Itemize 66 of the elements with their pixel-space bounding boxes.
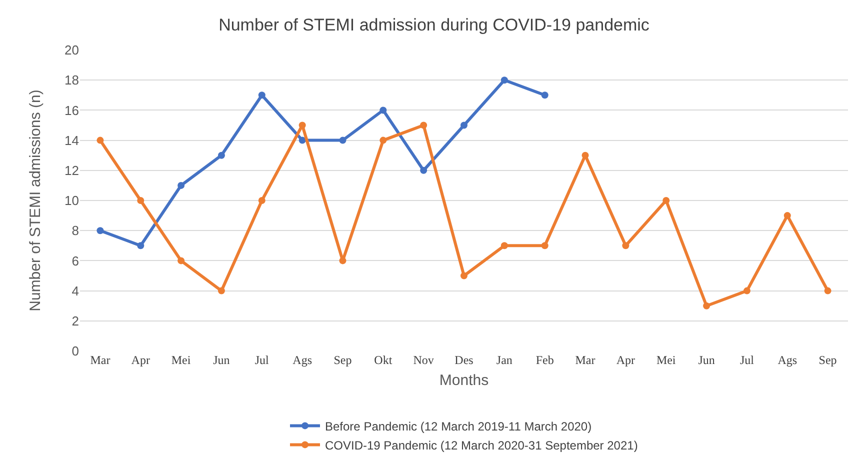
x-tick-label: Des [454,353,474,367]
point [622,242,630,250]
y-tick-label: 2 [72,313,79,328]
x-tick-label: Mar [575,353,596,367]
x-tick-label: Mei [656,353,676,367]
point [824,287,832,294]
point [541,242,548,250]
x-tick-label: Mei [171,353,192,367]
point [137,197,144,204]
x-tick-label: Ags [778,353,798,367]
point [380,136,387,144]
y-tick-label: 12 [64,162,79,178]
point [500,242,508,250]
x-tick-label: Jun [213,353,230,367]
y-tick-label: 18 [64,72,79,88]
x-tick-label: Sep [334,353,352,367]
point [178,257,185,264]
x-tick-label: Nov [413,353,434,367]
point [420,166,428,174]
point [339,257,346,264]
point [662,197,670,204]
point [96,227,104,234]
x-tick-label: Jul [254,353,270,367]
x-tick-label: Mar [90,353,110,367]
legend-label: COVID-19 Pandemic (12 March 2020-31 September 2021) [325,438,638,452]
point [703,302,710,310]
y-tick-label: 14 [64,132,79,148]
point [380,106,387,114]
point [582,152,589,159]
chart-title: Number of STEMI admission during COVID-19 pandemic [218,16,650,35]
point [500,76,508,84]
y-tick-label: 16 [64,102,79,118]
y-tick-label: 4 [72,283,79,298]
x-tick-label: Jun [698,353,715,367]
x-tick-label: Okt [374,353,393,367]
point [460,122,468,129]
point [96,136,104,144]
point [541,92,548,99]
y-tick-label: 6 [72,253,79,268]
y-tick-label: 0 [72,344,79,359]
x-tick-label: Jul [740,353,755,367]
legend-label: Before Pandemic (12 March 2019-11 March 2020) [325,419,592,434]
x-tick-label: Ags [292,353,312,367]
point [460,272,468,280]
x-tick-label: Jan [496,353,512,367]
x-axis-title: Months [439,372,489,389]
y-tick-label: 10 [64,193,79,208]
x-tick-label: Apr [616,353,636,367]
y-axis-title: Number of STEMI admissions (n) [27,90,44,312]
y-tick-label: 8 [72,223,79,238]
y-tick-label: 20 [64,42,79,58]
point [298,136,306,144]
point [339,136,346,144]
point [258,197,266,204]
x-tick-label: Apr [131,353,150,367]
x-tick-label: Feb [536,353,554,367]
point [784,212,791,220]
point [218,287,225,294]
point [420,122,428,129]
point [743,287,750,294]
point [137,242,144,250]
point [218,152,225,159]
x-tick-label: Sep [818,353,837,367]
point [258,92,266,99]
point [178,182,185,189]
point [298,122,306,129]
